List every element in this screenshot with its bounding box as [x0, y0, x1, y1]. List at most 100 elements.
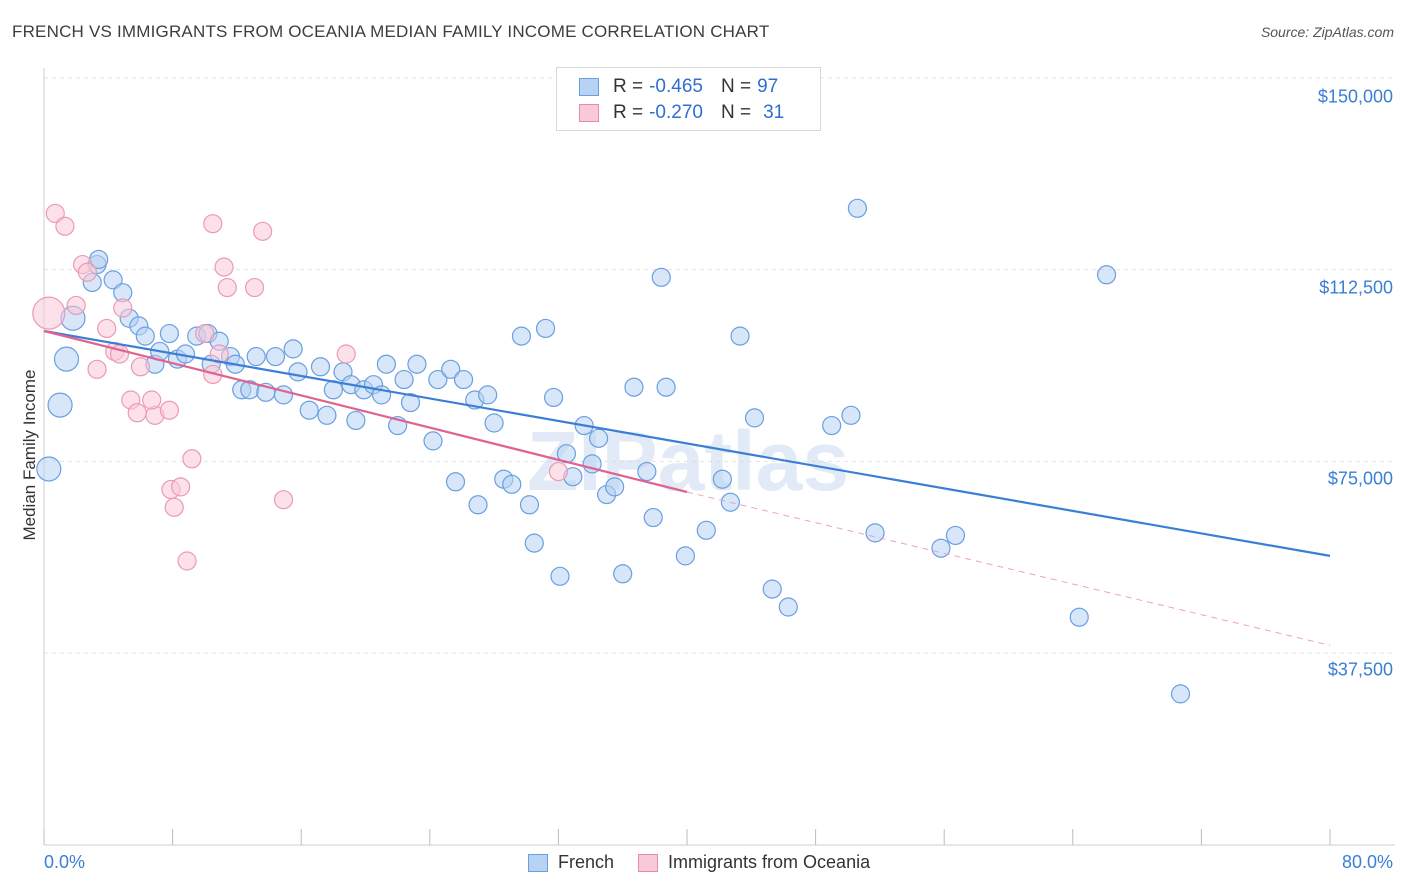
oceania-point [66, 295, 86, 316]
french-point [588, 428, 609, 448]
oceania-swatch-icon [638, 853, 659, 872]
french-point [394, 369, 414, 390]
french-point [822, 415, 842, 436]
french-point [550, 566, 570, 586]
n-label: N = [720, 76, 752, 97]
french-point [519, 495, 540, 515]
french-point [762, 579, 782, 599]
french-point [841, 405, 861, 425]
oceania-point [548, 461, 569, 482]
n-value: 97 [757, 76, 779, 97]
legend-row-oceania: R = -0.270 N = 31 [579, 101, 784, 125]
trend-lines [43, 329, 1331, 646]
french-point [1170, 684, 1191, 704]
chart-title: FRENCH VS IMMIGRANTS FROM OCEANIA MEDIAN… [12, 22, 770, 41]
x-tick-label: 80.0% [1341, 852, 1393, 872]
oceania-point [77, 262, 98, 282]
oceania-point [203, 214, 223, 234]
french-point [376, 354, 396, 374]
series-legend: French Immigrants from Oceania [528, 852, 894, 873]
oceania-point [113, 298, 133, 318]
french-point [265, 346, 286, 367]
french-point [36, 456, 62, 482]
french-point [613, 564, 633, 584]
oceania-point [209, 344, 229, 364]
y-tick-label: $150,000 [1317, 86, 1393, 107]
legend-row-french: R = -0.465 N = 97 [579, 75, 778, 99]
oceania-swatch-icon [579, 104, 599, 122]
y-tick-label: $112,500 [1319, 277, 1393, 298]
r-label: R = [613, 102, 644, 123]
french-point [624, 377, 644, 397]
n-label: N = [720, 102, 752, 123]
french-point [407, 354, 427, 374]
french-point [675, 546, 695, 566]
french-point [651, 267, 671, 287]
french-point [712, 469, 732, 489]
french-swatch-icon [579, 78, 599, 96]
oceania-point [253, 221, 273, 241]
french-swatch-icon [528, 853, 548, 872]
french-point [637, 461, 657, 482]
french-point [310, 357, 331, 377]
oceania-point [273, 490, 294, 510]
oceania-point [214, 257, 234, 277]
oceania-point [97, 318, 117, 339]
legend-item-oceania: Immigrants from Oceania [638, 852, 870, 873]
french-point [1069, 607, 1089, 627]
r-value: -0.465 [649, 76, 703, 97]
french-point [159, 323, 179, 344]
french-point [317, 405, 337, 425]
legend-item-french: French [528, 852, 614, 873]
french-point [103, 270, 123, 290]
french-point [468, 495, 488, 515]
french-point [441, 359, 461, 379]
french-point [847, 198, 867, 218]
french-point [543, 387, 564, 408]
french-point [283, 339, 303, 359]
french-point [484, 413, 504, 433]
french-point [47, 392, 73, 418]
oceania-trend-extension [686, 491, 1331, 646]
french-point [524, 533, 544, 553]
french-point [605, 477, 625, 497]
r-value: -0.270 [649, 102, 703, 123]
french-point [346, 410, 366, 431]
french-point [423, 431, 443, 451]
oceania-point [127, 403, 147, 423]
french-point [246, 346, 266, 367]
french-point [865, 523, 885, 543]
french-point [428, 369, 448, 390]
oceania-point [171, 477, 191, 497]
french-point [453, 369, 474, 390]
french-point [135, 326, 155, 346]
legend-label-french: French [558, 852, 615, 872]
french-point [511, 326, 532, 346]
legend-label-oceania: Immigrants from Oceania [668, 852, 871, 872]
french-point [945, 525, 966, 546]
oceania-point [195, 323, 215, 344]
french-point [730, 326, 750, 346]
french-point [778, 597, 798, 617]
y-tick-label: $75,000 [1327, 468, 1393, 489]
y-tick-label: $37,500 [1327, 659, 1393, 680]
data-points [32, 109, 1191, 704]
oceania-point [87, 359, 107, 379]
french-point [696, 520, 716, 540]
french-point [744, 408, 765, 428]
french-point [643, 507, 663, 528]
oceania-point [182, 449, 202, 469]
stats-legend: R = -0.465 N = 97 R = -0.270 N = 31 [556, 67, 821, 131]
oceania-point [159, 400, 179, 420]
oceania-point [217, 277, 237, 298]
french-point [478, 385, 498, 405]
french-point [1096, 265, 1117, 285]
x-tick-label: 0.0% [44, 852, 86, 872]
french-point [535, 318, 556, 339]
oceania-point [45, 203, 65, 224]
french-point [53, 346, 80, 372]
oceania-point [164, 497, 184, 517]
oceania-point [130, 357, 151, 377]
french-point [445, 472, 466, 492]
